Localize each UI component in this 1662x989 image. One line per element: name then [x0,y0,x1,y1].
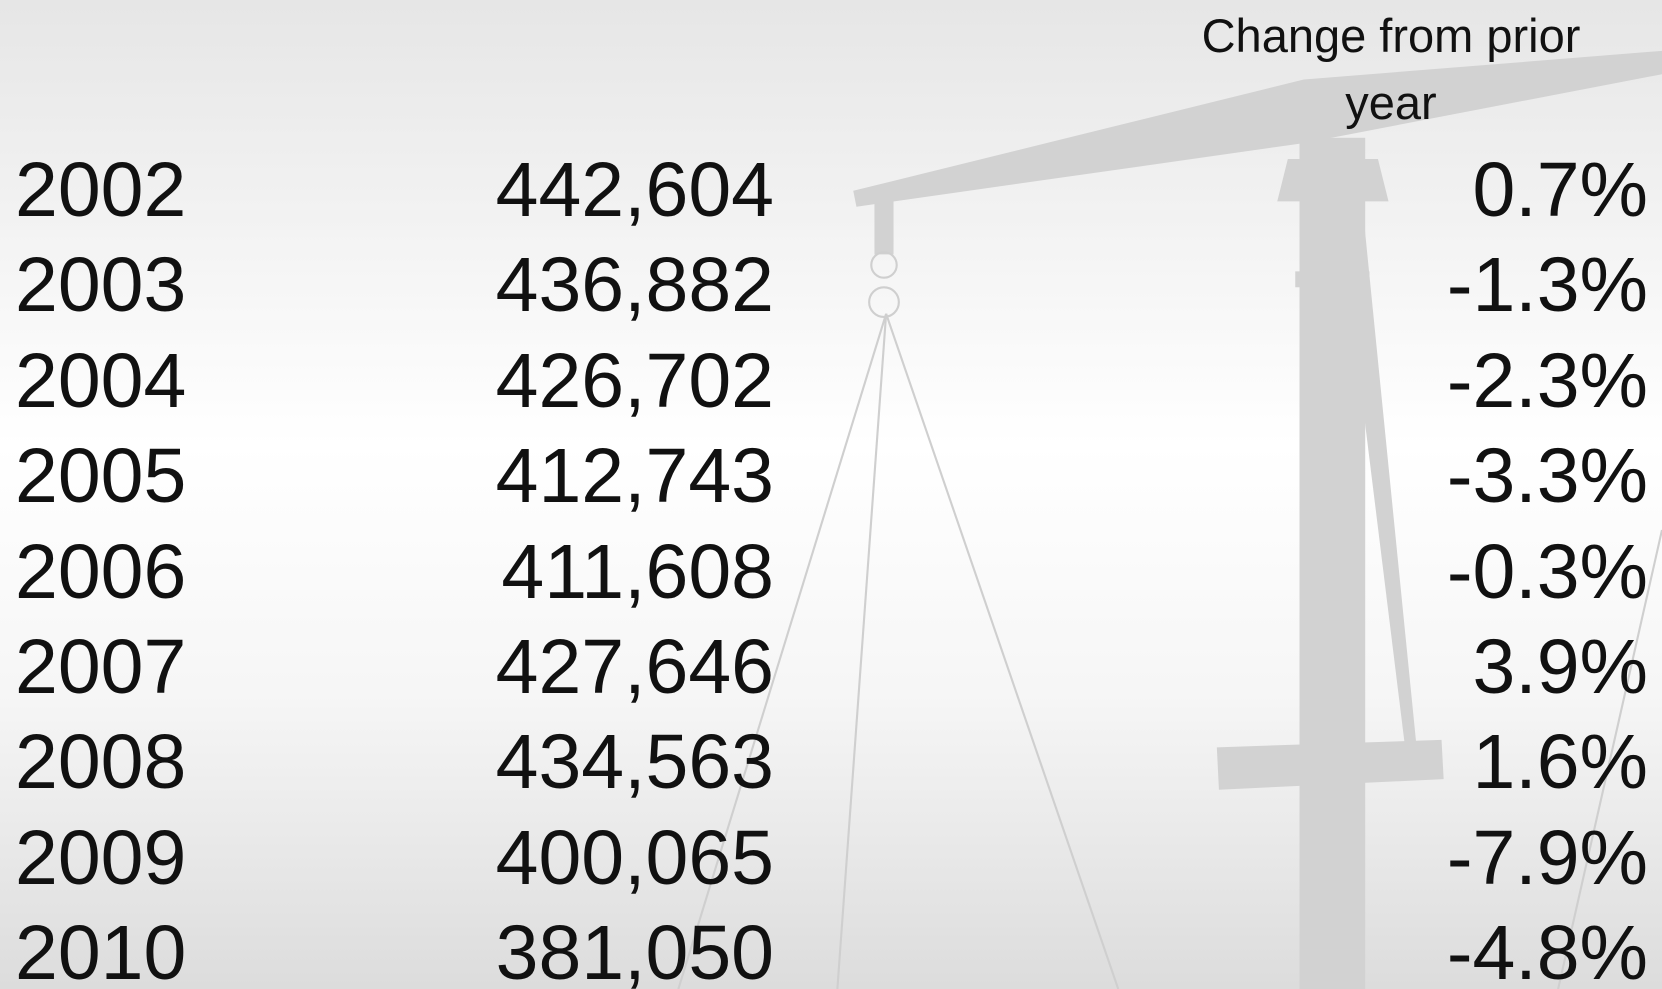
change-cell: -3.3% [1446,433,1648,520]
value-cell: 412,743 [495,433,774,520]
change-cell: -0.3% [1446,528,1648,615]
year-cell: 2002 [15,147,187,233]
column-header: Change from prior year [1201,9,1581,129]
year-cell: 2005 [15,433,187,520]
change-cell: -2.3% [1446,337,1648,424]
year-cell: 2004 [15,337,187,424]
year-cell: 2009 [15,814,187,901]
year-cell: 2003 [15,242,187,329]
change-cell: 1.6% [1472,719,1648,806]
value-cell: 411,608 [501,528,774,615]
change-cell: 0.7% [1472,147,1648,233]
value-cell: 427,646 [495,624,774,710]
year-cell: 2007 [15,624,187,710]
value-cell: 436,882 [495,242,774,329]
year-cell: 2008 [15,719,187,806]
change-cell: -7.9% [1446,814,1648,901]
change-cell: 3.9% [1472,624,1648,710]
year-cell: 2010 [15,910,187,989]
change-cell: -1.3% [1446,242,1648,329]
change-cell: -4.8% [1446,910,1648,989]
year-cell: 2006 [15,528,187,615]
value-cell: 434,563 [495,719,774,806]
value-cell: 442,604 [495,147,774,233]
value-cell: 381,050 [495,910,774,989]
value-cell: 400,065 [495,814,774,901]
value-cell: 426,702 [495,337,774,424]
